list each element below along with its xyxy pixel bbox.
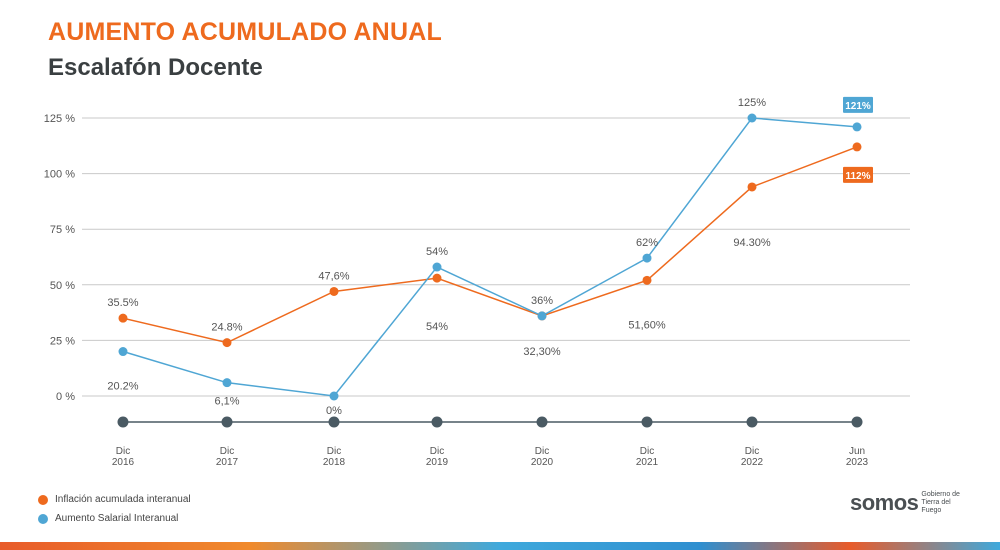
data-label: 32,30%: [523, 346, 561, 358]
data-point: [222, 378, 232, 388]
baseline-marker: [431, 416, 443, 428]
baseline-marker: [851, 416, 863, 428]
x-tick-label-month: Dic: [116, 446, 130, 457]
data-label: 36%: [531, 295, 553, 307]
x-tick-label-month: Dic: [745, 446, 759, 457]
x-tick-label-month: Jun: [849, 446, 865, 457]
series-line-0: [122, 146, 858, 344]
x-tick-label-year: 2016: [112, 457, 135, 468]
y-tick-label: 25 %: [50, 335, 75, 347]
legend-label-salary: Aumento Salarial Interanual: [55, 513, 179, 524]
data-point: [222, 338, 232, 348]
x-tick-label-month: Dic: [535, 446, 549, 457]
x-tick-label-month: Dic: [430, 446, 444, 457]
data-point: [747, 182, 757, 192]
somos-logo: somos Gobierno de Tierra del Fuego: [850, 490, 969, 516]
data-point: [432, 262, 442, 272]
baseline-marker: [641, 416, 653, 428]
y-tick-label: 50 %: [50, 280, 75, 292]
data-label: 35.5%: [107, 297, 138, 309]
data-point: [329, 391, 339, 401]
data-badge-label: 112%: [845, 171, 870, 182]
data-label: 125%: [738, 97, 766, 109]
x-tick-label-month: Dic: [327, 446, 341, 457]
baseline-marker: [328, 416, 340, 428]
data-label: 6,1%: [214, 396, 239, 408]
data-label: 0%: [326, 405, 342, 417]
data-label: 20.2%: [107, 381, 138, 393]
data-point: [852, 122, 862, 132]
series-line-1: [122, 117, 858, 397]
data-point: [432, 273, 442, 283]
x-tick-label-year: 2021: [636, 457, 659, 468]
data-point: [329, 286, 339, 296]
data-point: [537, 311, 547, 321]
legend-item-inflation: Inflación acumulada interanual: [38, 490, 191, 509]
data-point: [118, 313, 128, 323]
data-label: 24.8%: [211, 322, 242, 334]
x-tick-label-month: Dic: [220, 446, 234, 457]
data-label: 54%: [426, 321, 448, 333]
baseline-marker: [746, 416, 758, 428]
data-label: 47,6%: [318, 270, 349, 282]
legend-swatch-inflation: [38, 494, 48, 505]
y-tick-label: 75 %: [50, 224, 75, 236]
y-tick-label: 0 %: [56, 391, 75, 403]
x-tick-label-year: 2023: [846, 457, 869, 468]
x-tick-label-year: 2019: [426, 457, 449, 468]
data-label: 54%: [426, 246, 448, 258]
data-badge: [843, 96, 873, 113]
logo-subtext: Gobierno de Tierra del Fuego: [921, 491, 969, 515]
data-point: [852, 142, 862, 152]
logo-subtext-line2: Tierra del Fuego: [921, 499, 951, 514]
legend-swatch-salary: [38, 513, 48, 524]
data-label: 94.30%: [733, 237, 771, 249]
logo-subtext-line1: Gobierno de: [921, 491, 960, 498]
chart-subtitle: Escalafón Docente: [48, 54, 263, 81]
data-label: 62%: [636, 237, 658, 249]
logo-wordmark: somos: [850, 490, 919, 515]
data-label: 51,60%: [628, 319, 666, 331]
y-tick-label: 125 %: [44, 113, 75, 125]
data-point: [118, 347, 128, 357]
x-tick-label-year: 2022: [741, 457, 764, 468]
data-badge: [843, 166, 873, 183]
data-point: [747, 113, 757, 123]
legend: Inflación acumulada interanual Aumento S…: [38, 490, 191, 528]
x-tick-label-year: 2018: [323, 457, 346, 468]
y-tick-label: 100 %: [44, 169, 75, 181]
baseline-marker: [117, 416, 129, 428]
bottom-color-bar: [0, 542, 1000, 550]
data-point: [642, 275, 652, 285]
legend-item-salary: Aumento Salarial Interanual: [38, 509, 191, 528]
x-tick-label-year: 2020: [531, 457, 554, 468]
x-tick-label-year: 2017: [216, 457, 239, 468]
data-badge-label: 121%: [845, 101, 871, 112]
baseline-marker: [536, 416, 548, 428]
x-tick-label-month: Dic: [640, 446, 654, 457]
data-point: [642, 253, 652, 263]
baseline-marker: [221, 416, 233, 428]
chart-title: AUMENTO ACUMULADO ANUAL: [48, 18, 442, 46]
legend-label-inflation: Inflación acumulada interanual: [55, 494, 191, 505]
